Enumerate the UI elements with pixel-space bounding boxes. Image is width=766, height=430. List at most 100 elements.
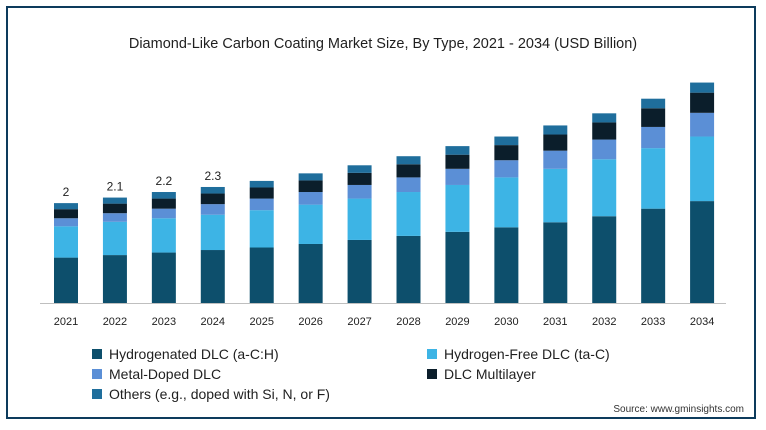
bar-segment: [151, 208, 176, 219]
bar-segment: [445, 168, 470, 185]
bar-segment: [445, 154, 470, 169]
bar-segment: [249, 180, 274, 188]
legend-swatch: [92, 369, 102, 379]
bar-segment: [102, 203, 127, 214]
bar-segment: [102, 197, 127, 204]
bar-segment: [445, 184, 470, 232]
legend-item-metal-doped: Metal-Doped DLC: [92, 366, 221, 382]
x-tick-label: 2022: [103, 316, 127, 328]
legend-item-hydrogenated: Hydrogenated DLC (a-C:H): [92, 346, 279, 362]
bar-segment: [592, 113, 617, 123]
legend-swatch: [92, 389, 102, 399]
legend-item-hydrogen-free: Hydrogen-Free DLC (ta-C): [427, 346, 610, 362]
legend-item-multilayer: DLC Multilayer: [427, 366, 536, 382]
bar-segment: [641, 148, 666, 209]
bar-segment: [200, 250, 225, 303]
bar-segment: [151, 218, 176, 253]
x-tick-label: 2028: [396, 316, 420, 328]
bar-segment: [592, 139, 617, 160]
legend-label: Metal-Doped DLC: [109, 366, 222, 382]
bar-segment: [690, 201, 715, 303]
x-tick-label: 2023: [152, 316, 176, 328]
bar-segment: [592, 216, 617, 303]
bar-segment: [494, 145, 519, 161]
bar-segment: [347, 172, 372, 185]
bar-segment: [249, 247, 274, 303]
x-tick-label: 2024: [201, 316, 225, 328]
chart-title: Diamond-Like Carbon Coating Market Size,…: [128, 36, 638, 52]
bar-segment: [396, 164, 421, 178]
legend-item-others: Others (e.g., doped with Si, N, or F): [92, 386, 330, 402]
bar-segment: [102, 221, 127, 256]
bar-segment: [200, 186, 225, 194]
bar-segment: [396, 156, 421, 165]
x-tick-label: 2033: [641, 316, 665, 328]
source-note: Source: www.gminsights.com: [613, 404, 744, 415]
legend-swatch: [92, 349, 102, 359]
x-tick-label: 2025: [249, 316, 273, 328]
bar-segment: [298, 243, 323, 303]
bar-segment: [494, 177, 519, 228]
x-tick-label: 2030: [494, 316, 518, 328]
bar-segment: [54, 209, 78, 219]
bar-segment: [347, 184, 372, 199]
bar-segment: [543, 125, 568, 135]
bar-segment: [641, 208, 666, 303]
bar-segment: [690, 112, 715, 137]
legend-label: Hydrogen-Free DLC (ta-C): [444, 346, 610, 362]
bar-segment: [494, 136, 519, 146]
bar-segment: [298, 173, 323, 181]
x-tick-label: 2021: [54, 316, 78, 328]
bar-segment: [249, 210, 274, 248]
bar-segment: [641, 108, 666, 127]
x-tick-label: 2029: [445, 316, 469, 328]
bar-segment: [200, 204, 225, 215]
bar-segment: [690, 92, 715, 113]
legend-label: DLC Multilayer: [444, 366, 536, 382]
bar-segment: [347, 198, 372, 240]
bar-segment: [54, 257, 78, 303]
chart-frame: [6, 6, 756, 419]
bar-segment: [592, 122, 617, 140]
bar-segment: [54, 218, 78, 227]
bar-segment: [690, 82, 715, 93]
bar-segment: [543, 134, 568, 151]
bar-segment: [641, 98, 666, 109]
x-tick-label: 2026: [298, 316, 322, 328]
bar-segment: [347, 165, 372, 173]
legend-label: Hydrogenated DLC (a-C:H): [109, 346, 279, 362]
legend-swatch: [427, 369, 437, 379]
bar-segment: [54, 203, 78, 210]
bar-segment: [543, 222, 568, 303]
bar-total-label: 2.3: [204, 169, 221, 183]
bar-segment: [200, 214, 225, 251]
bar-segment: [396, 177, 421, 193]
bar-segment: [641, 126, 666, 149]
bar-segment: [151, 192, 176, 199]
bar-segment: [102, 255, 127, 303]
bar-segment: [494, 160, 519, 178]
bar-segment: [151, 252, 176, 303]
x-tick-label: 2031: [543, 316, 567, 328]
x-tick-label: 2034: [690, 316, 714, 328]
bar-segment: [151, 198, 176, 209]
x-tick-label: 2027: [347, 316, 371, 328]
bar-segment: [543, 150, 568, 169]
bar-segment: [249, 187, 274, 199]
bar-total-label: 2.1: [107, 180, 124, 194]
x-tick-label: 2032: [592, 316, 616, 328]
bar-segment: [249, 198, 274, 211]
legend-swatch: [427, 349, 437, 359]
bar-segment: [445, 231, 470, 303]
bar-total-label: 2: [63, 185, 70, 199]
bar-segment: [298, 204, 323, 244]
bar-total-label: 2.2: [156, 174, 173, 188]
bar-segment: [494, 227, 519, 303]
bar-segment: [592, 159, 617, 217]
bar-segment: [54, 226, 78, 258]
bar-segment: [298, 192, 323, 205]
legend-label: Others (e.g., doped with Si, N, or F): [109, 386, 330, 402]
bar-segment: [396, 235, 421, 303]
bar-segment: [690, 136, 715, 202]
